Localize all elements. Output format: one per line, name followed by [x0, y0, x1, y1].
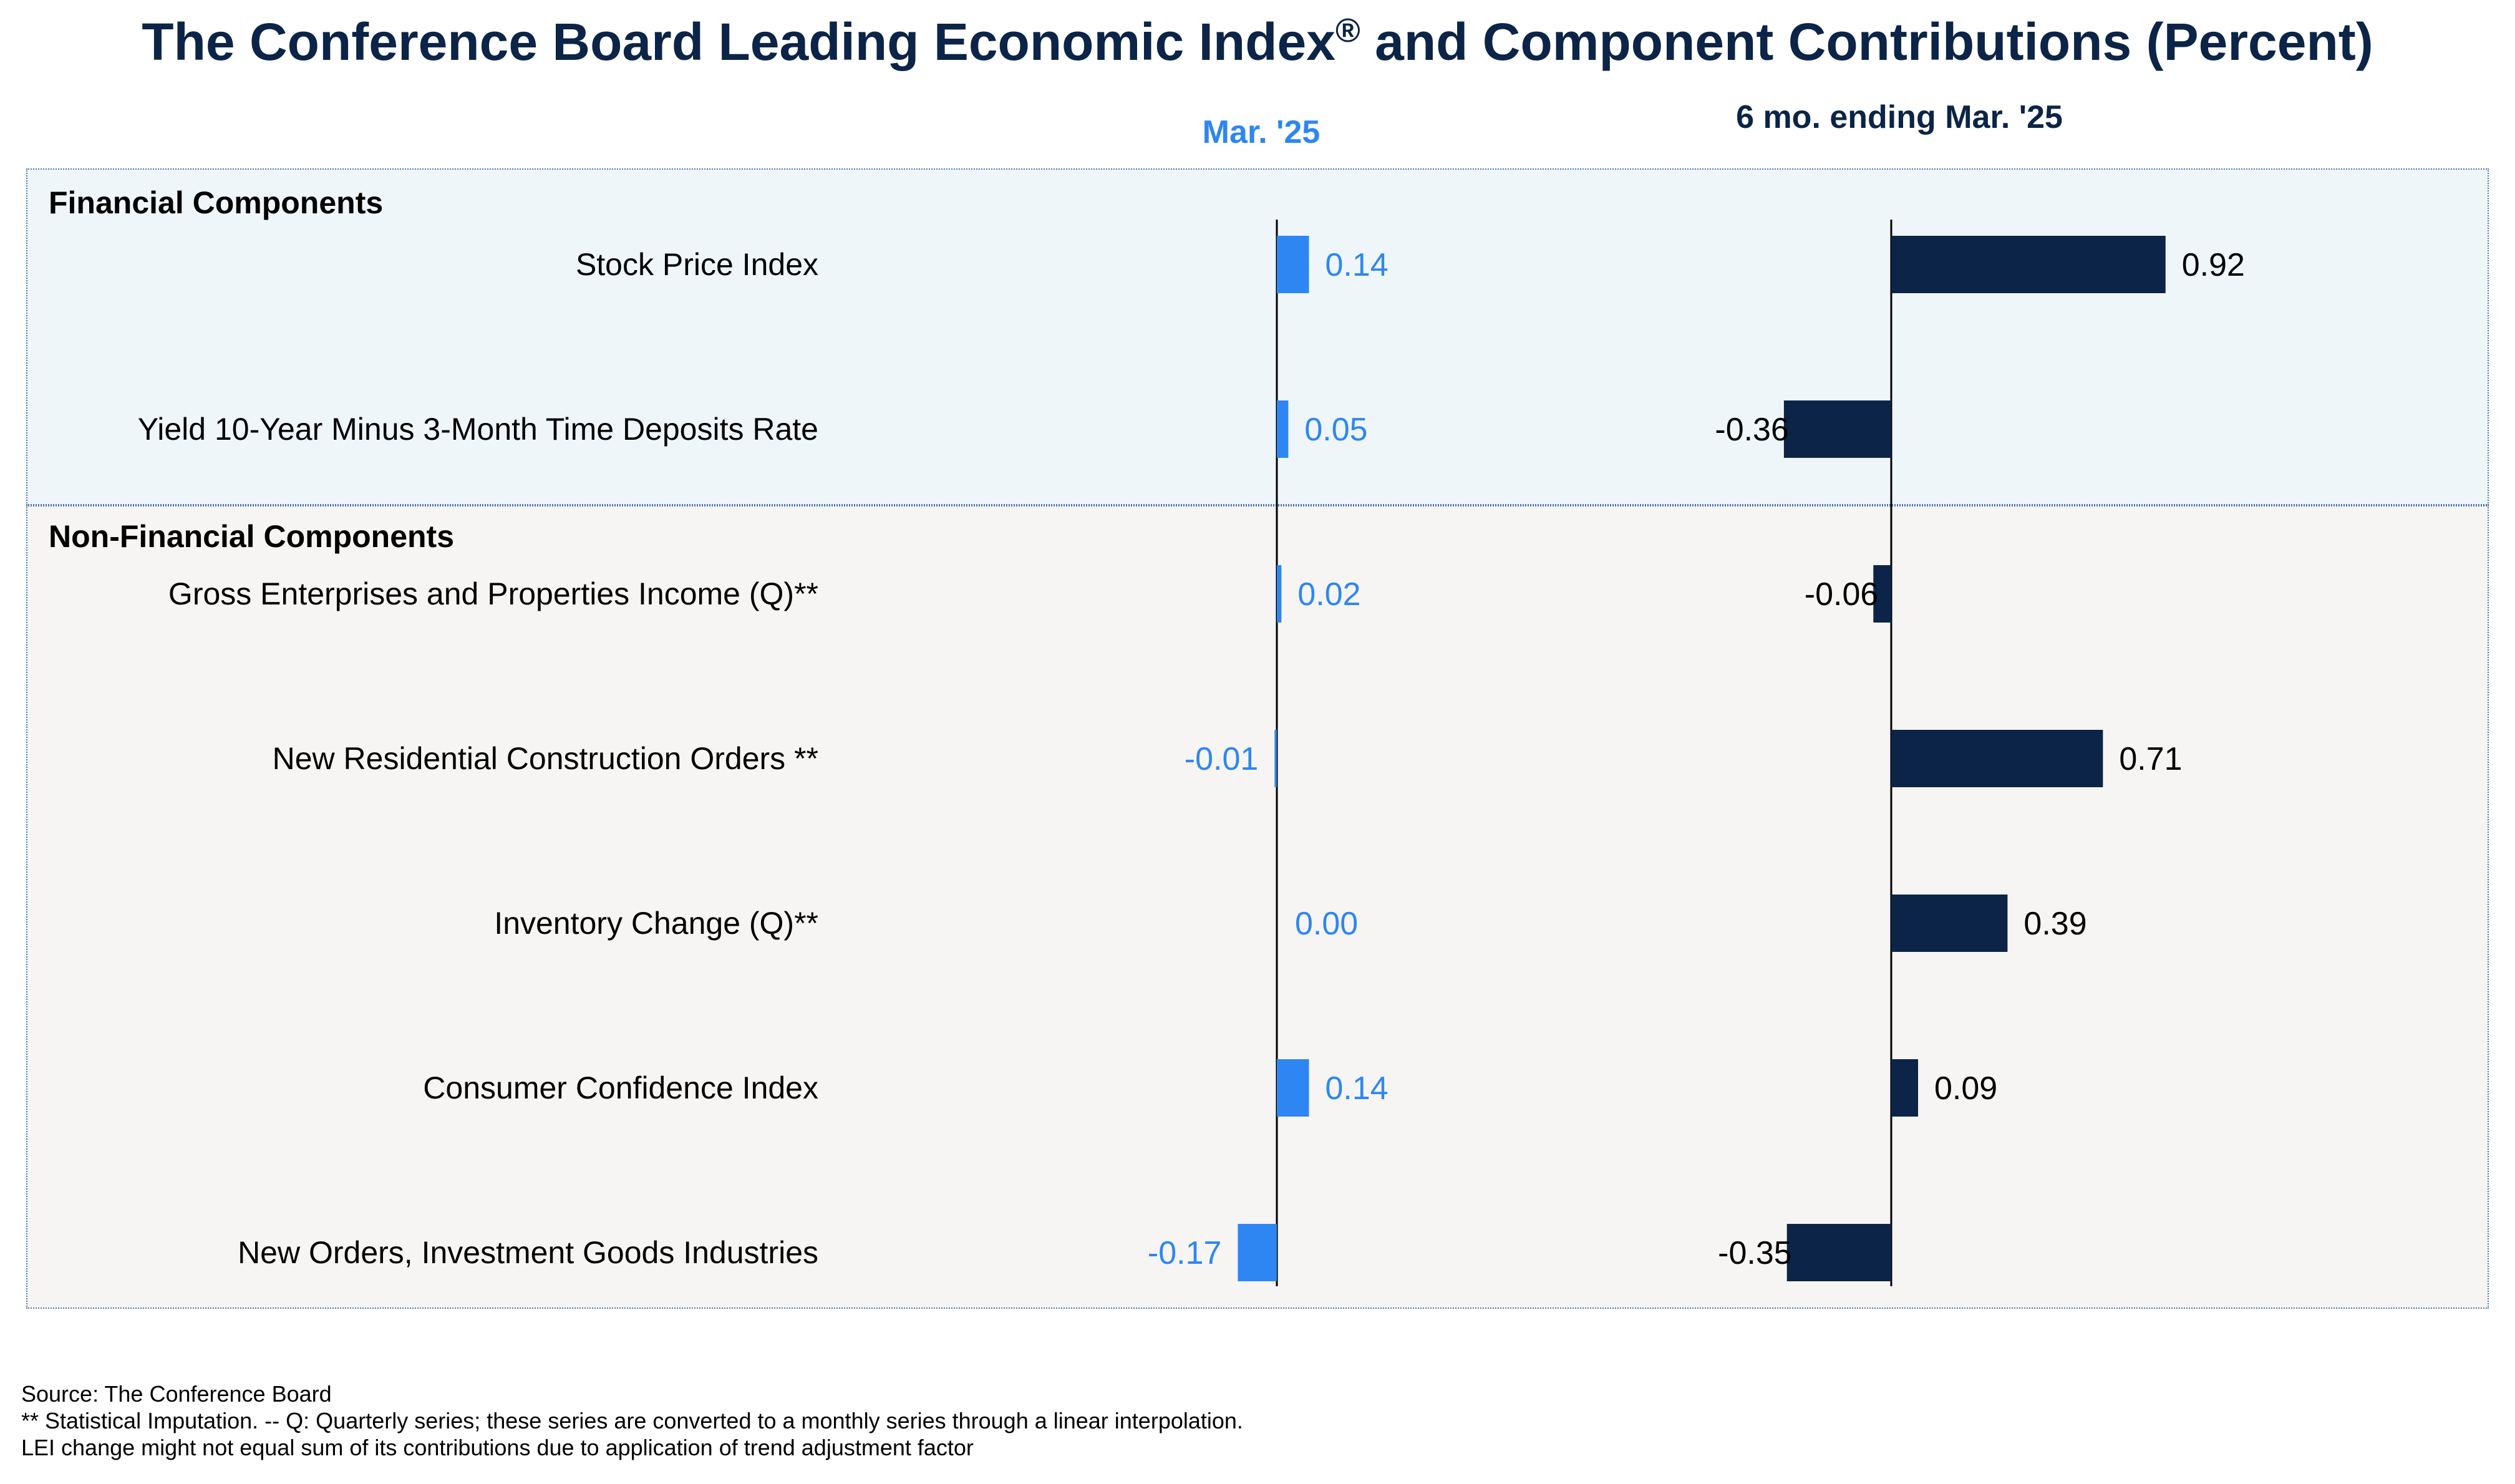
non-financial-panel: [26, 505, 2489, 1309]
row-label-consumer-confidence: Consumer Confidence Index: [423, 1070, 818, 1105]
bar-monthly-0: [1277, 236, 1309, 293]
value-label-monthly-5: 0.14: [1325, 1070, 1388, 1107]
financial-panel: [26, 168, 2489, 505]
bar-monthly-3: [1274, 730, 1277, 787]
chart-title: The Conference Board Leading Economic In…: [142, 12, 2373, 71]
value-label-monthly-1: 0.05: [1304, 412, 1367, 448]
row-label-gross-enterprises-income: Gross Enterprises and Properties Income …: [168, 576, 818, 611]
bar-monthly-6: [1238, 1224, 1277, 1281]
value-label-six-month-6: -0.35: [1718, 1235, 1792, 1271]
bar-monthly-1: [1277, 400, 1289, 458]
value-label-monthly-2: 0.02: [1297, 576, 1360, 613]
column-header-monthly: Mar. '25: [1202, 114, 1320, 150]
footnote-trend-adjustment: LEI change might not equal sum of its co…: [21, 1435, 974, 1460]
bar-six-month-3: [1891, 730, 2103, 787]
footnotes: Source: The Conference Board ** Statisti…: [21, 1380, 1243, 1461]
value-label-six-month-1: -0.36: [1715, 412, 1789, 448]
bar-six-month-1: [1783, 400, 1891, 458]
value-label-monthly-6: -0.17: [1148, 1235, 1222, 1271]
value-label-six-month-5: 0.09: [1934, 1070, 1997, 1107]
value-label-six-month-0: 0.92: [2182, 247, 2245, 283]
row-label-new-residential-construction: New Residential Construction Orders **: [272, 741, 818, 776]
bar-six-month-0: [1891, 236, 2166, 293]
row-label-yield-spread: Yield 10-Year Minus 3-Month Time Deposit…: [137, 412, 818, 447]
row-label-new-orders-investment-goods: New Orders, Investment Goods Industries: [238, 1235, 818, 1270]
row-label-inventory-change: Inventory Change (Q)**: [494, 906, 818, 941]
footnote-imputation: ** Statistical Imputation. -- Q: Quarter…: [21, 1408, 1243, 1433]
non-financial-group-label: Non-Financial Components: [49, 519, 454, 554]
footnote-source: Source: The Conference Board: [21, 1381, 332, 1407]
value-label-six-month-4: 0.39: [2023, 906, 2086, 942]
bar-six-month-4: [1891, 895, 2008, 952]
bar-monthly-5: [1277, 1059, 1309, 1117]
bar-six-month-6: [1786, 1224, 1891, 1281]
value-label-six-month-3: 0.71: [2119, 741, 2182, 777]
value-label-monthly-3: -0.01: [1185, 741, 1259, 777]
row-label-stock-price-index: Stock Price Index: [575, 247, 818, 282]
column-header-six-month: 6 mo. ending Mar. '25: [1736, 99, 2063, 135]
financial-group-label: Financial Components: [49, 185, 384, 220]
value-label-six-month-2: -0.06: [1805, 576, 1879, 613]
bar-six-month-2: [1873, 565, 1891, 623]
bar-six-month-5: [1891, 1059, 1919, 1117]
value-label-monthly-0: 0.14: [1325, 247, 1388, 283]
value-label-monthly-4: 0.00: [1295, 906, 1358, 942]
bar-monthly-2: [1277, 565, 1282, 623]
